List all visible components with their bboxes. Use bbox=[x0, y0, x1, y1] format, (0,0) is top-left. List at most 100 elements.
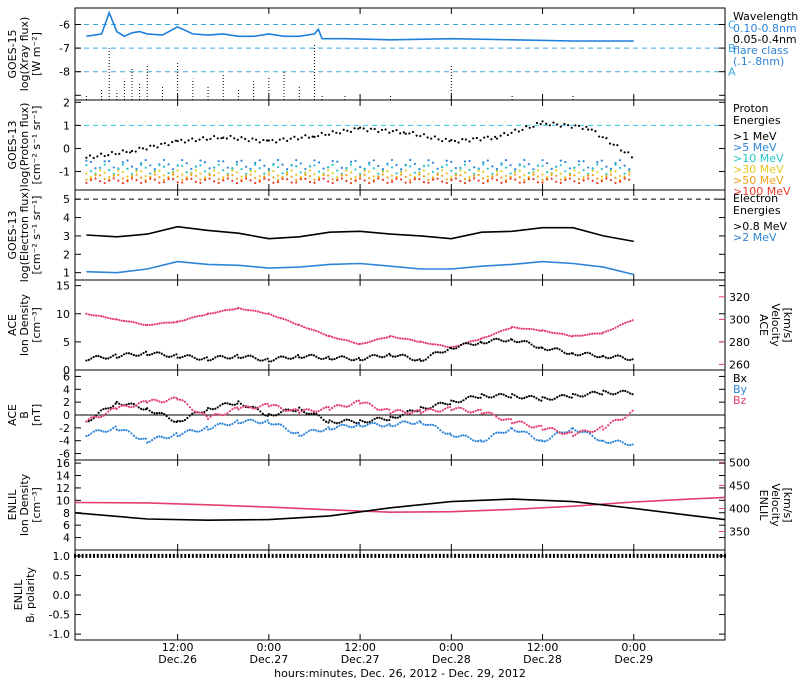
proton-band-point bbox=[358, 177, 362, 180]
data-point bbox=[211, 413, 215, 417]
data-point bbox=[146, 323, 149, 327]
data-point bbox=[424, 341, 427, 345]
data-point bbox=[574, 124, 577, 127]
proton-band-point bbox=[514, 178, 517, 181]
data-point bbox=[338, 404, 341, 407]
data-point bbox=[282, 355, 285, 358]
polarity-point bbox=[256, 553, 259, 558]
data-point bbox=[191, 412, 194, 415]
data-point bbox=[183, 430, 187, 434]
proton-band-point bbox=[130, 165, 134, 168]
proton-band-point bbox=[240, 175, 243, 178]
y-tick-label: -0.5 bbox=[49, 609, 70, 622]
polarity-point bbox=[153, 553, 156, 558]
data-point bbox=[418, 408, 421, 412]
data-point bbox=[140, 437, 143, 441]
data-point bbox=[444, 432, 447, 435]
data-point bbox=[483, 412, 486, 415]
polarity-point bbox=[465, 553, 468, 558]
proton-band-point bbox=[477, 169, 480, 172]
proton-band-point bbox=[577, 181, 581, 185]
data-point bbox=[480, 337, 483, 340]
data-point bbox=[228, 410, 232, 413]
data-point bbox=[624, 442, 627, 446]
data-point bbox=[596, 332, 599, 335]
proton-band-point bbox=[317, 178, 321, 181]
data-point bbox=[214, 311, 217, 314]
data-point bbox=[371, 339, 374, 343]
data-point bbox=[430, 137, 433, 140]
proton-band-point bbox=[587, 166, 590, 169]
data-point bbox=[216, 413, 219, 416]
data-point bbox=[160, 352, 163, 355]
data-point bbox=[376, 416, 379, 419]
data-point bbox=[565, 333, 568, 337]
data-point bbox=[327, 405, 330, 409]
proton-band-point bbox=[491, 175, 494, 178]
proton-band-point bbox=[596, 181, 599, 185]
data-point bbox=[490, 434, 493, 438]
data-point bbox=[123, 353, 126, 356]
data-point bbox=[355, 400, 358, 403]
data-point bbox=[571, 392, 575, 396]
legend-title: Proton bbox=[733, 102, 768, 115]
data-point bbox=[469, 411, 472, 414]
proton-band-point bbox=[482, 181, 485, 185]
data-point bbox=[591, 390, 594, 393]
polarity-point bbox=[131, 553, 134, 558]
proton-band-point bbox=[514, 173, 517, 176]
proton-band-point bbox=[349, 181, 353, 185]
polarity-point bbox=[332, 553, 335, 558]
data-point bbox=[231, 422, 234, 426]
data-point bbox=[588, 333, 592, 336]
data-point bbox=[343, 338, 346, 341]
data-point bbox=[221, 402, 224, 406]
data-point bbox=[200, 411, 204, 415]
data-point bbox=[604, 390, 607, 393]
y-axis-label: [W m⁻²] bbox=[30, 32, 43, 76]
panel-frame-enlil_density bbox=[74, 459, 726, 551]
polarity-point bbox=[541, 553, 544, 558]
data-point bbox=[104, 357, 107, 360]
data-point bbox=[345, 424, 348, 427]
data-point bbox=[327, 133, 331, 136]
y-tick-label: 14 bbox=[56, 470, 70, 483]
data-point bbox=[209, 407, 212, 410]
data-point bbox=[206, 312, 210, 315]
proton-band-point bbox=[577, 171, 581, 174]
data-point bbox=[183, 141, 187, 144]
data-point bbox=[348, 418, 351, 422]
data-point bbox=[279, 317, 283, 320]
proton-band-point bbox=[363, 173, 366, 176]
polarity-point bbox=[423, 553, 426, 558]
data-point bbox=[476, 439, 480, 443]
data-point bbox=[120, 404, 123, 407]
data-point bbox=[298, 434, 301, 437]
proton-band-point bbox=[231, 167, 234, 170]
data-point bbox=[467, 410, 470, 414]
data-point bbox=[607, 424, 610, 427]
data-point bbox=[289, 320, 292, 323]
proton-band-point bbox=[568, 167, 572, 170]
proton-band-point bbox=[441, 180, 444, 183]
data-point bbox=[396, 354, 399, 358]
right-y-tick-label: 320 bbox=[729, 291, 750, 304]
data-point bbox=[109, 406, 112, 409]
data-point bbox=[242, 308, 245, 311]
proton-band-point bbox=[573, 169, 576, 172]
data-point bbox=[476, 408, 480, 412]
polarity-point bbox=[385, 553, 388, 558]
data-point bbox=[553, 428, 556, 431]
data-point bbox=[216, 355, 219, 358]
data-point bbox=[380, 356, 384, 359]
proton-band-point bbox=[386, 170, 389, 173]
polarity-point bbox=[404, 553, 407, 558]
data-point bbox=[214, 356, 217, 359]
proton-band-point bbox=[322, 177, 325, 180]
proton-band-point bbox=[368, 163, 371, 166]
data-point bbox=[178, 434, 182, 437]
proton-band-point bbox=[500, 170, 503, 173]
data-point bbox=[378, 416, 381, 419]
data-point bbox=[125, 352, 128, 355]
data-point bbox=[99, 355, 103, 359]
